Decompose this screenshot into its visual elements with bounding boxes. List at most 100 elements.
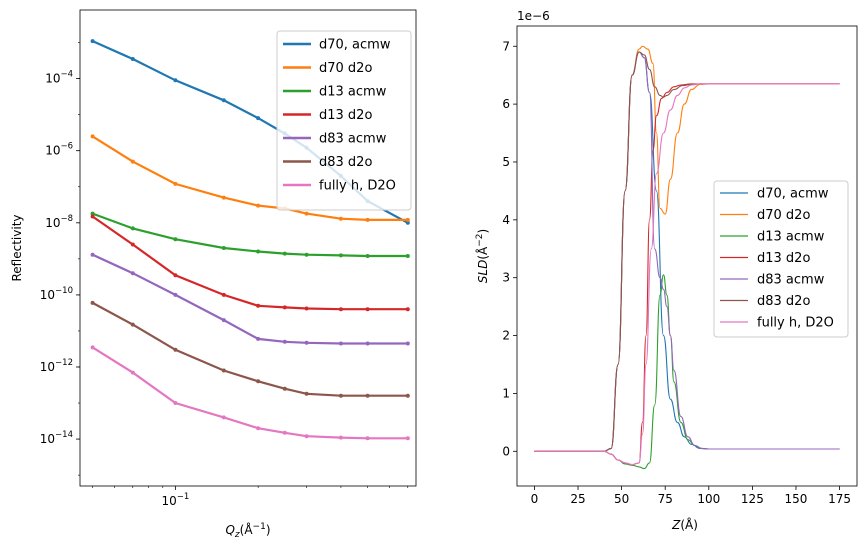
reflectivity-legend-item: d70 d2o xyxy=(283,61,372,76)
reflectivity-point-fully-h-d2o xyxy=(304,434,309,439)
reflectivity-point-d83-acmw xyxy=(130,271,135,276)
reflectivity-point-d83-d2o xyxy=(405,393,410,398)
reflectivity-legend-label: fully h, D2O xyxy=(319,179,396,194)
sld-legend-label: d70 d2o xyxy=(757,208,810,223)
sld-legend-frame xyxy=(713,180,849,338)
reflectivity-point-d83-d2o xyxy=(365,393,370,398)
reflectivity-xlabel-unit-sup: −1 xyxy=(253,522,266,532)
reflectivity-xlabel-z: z xyxy=(234,530,240,540)
reflectivity-point-d70-d2o xyxy=(173,181,178,186)
sld-ytick-label: 6 xyxy=(502,97,510,111)
reflectivity-point-d13-d2o xyxy=(173,273,178,278)
sld-legend-item: d70 d2o xyxy=(720,208,810,223)
reflectivity-series-d83-acmw xyxy=(90,252,410,346)
reflectivity-xlabel-unit-close: ) xyxy=(266,523,271,537)
reflectivity-series-d13-acmw xyxy=(90,211,410,258)
reflectivity-legend-item: fully h, D2O xyxy=(283,179,396,194)
sld-legend-label: d83 d2o xyxy=(757,294,810,309)
reflectivity-point-d83-acmw xyxy=(304,340,309,345)
reflectivity-panel: 10−4 10−6 10−8 10−10 10−12 10−14 10−1 Reflecti… xyxy=(10,9,417,540)
reflectivity-axes-frame xyxy=(79,9,417,487)
sld-ytick-label: 7 xyxy=(502,39,510,53)
sld-xtick-label: 0 xyxy=(531,492,539,506)
sld-panel: 0 1 2 3 4 5 6 7 0 25 50 75 100 125 150 175 1e−6 SLD(Å−2… xyxy=(475,9,858,532)
reflectivity-series-d83-d2o xyxy=(90,300,410,398)
reflectivity-point-d13-d2o xyxy=(365,307,370,312)
reflectivity-series-d13-d2o xyxy=(90,214,410,312)
sld-legend-item: d13 acmw xyxy=(720,230,825,245)
reflectivity-xlabel-q: Q xyxy=(225,523,234,537)
reflectivity-line-d70-d2o xyxy=(92,135,408,221)
reflectivity-point-fully-h-d2o xyxy=(221,415,226,420)
reflectivity-ytick-label: 10−10 xyxy=(40,286,73,302)
reflectivity-point-fully-h-d2o xyxy=(173,401,178,405)
sld-xtick-label: 50 xyxy=(614,492,629,506)
sld-xtick-label: 125 xyxy=(741,492,764,506)
reflectivity-point-d70-d2o xyxy=(338,216,343,221)
reflectivity-point-d70-d2o xyxy=(405,217,410,222)
sld-ytick-label: 5 xyxy=(502,155,510,169)
reflectivity-point-d83-acmw xyxy=(221,318,226,323)
reflectivity-legend-label: d70, acmw xyxy=(319,38,391,53)
reflectivity-ytick-label: 10−4 xyxy=(45,70,73,86)
sld-ylabel: SLD(Å−2) xyxy=(475,229,490,283)
sld-legend-item: d13 d2o xyxy=(720,251,810,266)
sld-legend: d70, acmw d70 d2o d13 acmw d13 d2o d83 acmw d… xyxy=(713,180,849,338)
reflectivity-point-d13-acmw xyxy=(221,246,226,250)
reflectivity-legend-label: d13 d2o xyxy=(319,108,372,123)
reflectivity-point-fully-h-d2o xyxy=(282,430,287,435)
reflectivity-legend-label: d83 d2o xyxy=(319,155,372,170)
reflectivity-point-fully-h-d2o xyxy=(90,345,95,350)
reflectivity-point-d83-d2o xyxy=(304,391,309,396)
sld-xlabel-main: Z xyxy=(671,518,681,532)
sld-xtick-label: 175 xyxy=(828,492,851,506)
reflectivity-point-fully-h-d2o xyxy=(130,370,135,375)
reflectivity-legend-item: d83 d2o xyxy=(283,155,372,170)
sld-ylabel-unit-close: ) xyxy=(476,229,490,234)
reflectivity-point-d13-acmw xyxy=(304,252,309,257)
reflectivity-point-d83-acmw xyxy=(365,341,370,346)
reflectivity-ytick-label: 10−12 xyxy=(40,358,73,374)
sld-legend-label: d83 acmw xyxy=(757,273,825,288)
reflectivity-point-d70-d2o xyxy=(304,211,309,216)
sld-axes-frame xyxy=(516,25,858,487)
sld-series-group xyxy=(534,45,840,470)
sld-xlabel: Z(Å) xyxy=(671,517,698,532)
reflectivity-legend-frame xyxy=(276,30,412,211)
reflectivity-point-fully-h-d2o xyxy=(256,426,261,431)
reflectivity-ytick-label: 10−14 xyxy=(40,430,73,446)
reflectivity-legend-label: d83 acmw xyxy=(319,132,387,147)
reflectivity-point-d13-acmw xyxy=(90,211,95,216)
reflectivity-point-d70-acmw xyxy=(130,57,135,61)
reflectivity-point-d13-d2o xyxy=(130,242,135,247)
reflectivity-point-d70-d2o xyxy=(365,217,370,222)
reflectivity-series-fully-h-d2o xyxy=(90,345,410,441)
reflectivity-point-d70-d2o xyxy=(130,159,135,164)
reflectivity-point-d13-acmw xyxy=(256,249,261,254)
sld-ylabel-unit: (Å xyxy=(475,246,490,260)
reflectivity-point-d13-d2o xyxy=(282,305,287,310)
reflectivity-point-fully-h-d2o xyxy=(365,436,370,441)
reflectivity-line-d83-d2o xyxy=(92,301,408,397)
sld-xtick-label: 75 xyxy=(658,492,673,506)
sld-legend-item: fully h, D2O xyxy=(720,316,834,331)
reflectivity-point-d13-acmw xyxy=(338,253,343,258)
reflectivity-point-d13-d2o xyxy=(338,307,343,312)
reflectivity-legend-label: d13 acmw xyxy=(319,85,387,100)
reflectivity-point-d70-d2o xyxy=(90,134,95,139)
sld-xtick-label: 100 xyxy=(697,492,720,506)
reflectivity-point-d83-d2o xyxy=(130,322,135,327)
reflectivity-point-d83-d2o xyxy=(256,379,261,384)
sld-ytick-label: 3 xyxy=(502,271,510,285)
reflectivity-point-d70-acmw xyxy=(256,116,261,121)
reflectivity-xlabel: Qz(Å−1) xyxy=(225,522,270,540)
reflectivity-series-group xyxy=(90,39,410,441)
sld-ylabel-unit-sup: −2 xyxy=(475,233,485,246)
sld-legend-label: d13 d2o xyxy=(757,251,810,266)
reflectivity-point-d83-d2o xyxy=(90,300,95,305)
reflectivity-point-d83-acmw xyxy=(338,341,343,346)
sld-line-fully-h-d2o xyxy=(534,83,840,466)
sld-ytick-label: 4 xyxy=(502,213,510,227)
reflectivity-point-d13-d2o xyxy=(90,214,95,219)
sld-xlabel-unit: (Å) xyxy=(680,517,698,532)
